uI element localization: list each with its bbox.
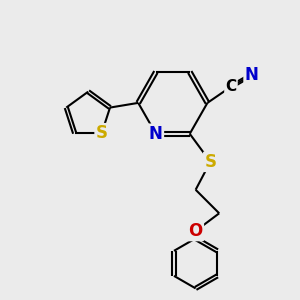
Text: O: O — [188, 222, 203, 240]
Text: C: C — [225, 79, 236, 94]
Text: S: S — [204, 153, 216, 171]
Text: S: S — [96, 124, 108, 142]
Text: N: N — [244, 66, 259, 84]
Text: N: N — [149, 125, 163, 143]
